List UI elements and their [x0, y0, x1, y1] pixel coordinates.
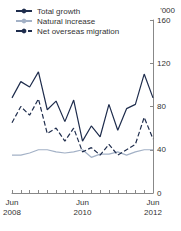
svg-text:Natural increase: Natural increase — [37, 17, 96, 26]
svg-text:Net overseas migration: Net overseas migration — [37, 27, 119, 36]
svg-text:40: 40 — [157, 145, 166, 154]
svg-text:Jun: Jun — [147, 198, 160, 207]
svg-text:2010: 2010 — [74, 208, 92, 217]
svg-text:2012: 2012 — [144, 208, 162, 217]
svg-text:160: 160 — [157, 16, 171, 25]
svg-text:0: 0 — [157, 189, 162, 198]
svg-text:'000: '000 — [160, 6, 175, 15]
svg-text:Jun: Jun — [76, 198, 89, 207]
svg-text:2008: 2008 — [3, 208, 21, 217]
svg-text:80: 80 — [157, 102, 166, 111]
svg-text:120: 120 — [157, 59, 171, 68]
svg-text:Total growth: Total growth — [37, 7, 80, 16]
svg-text:Jun: Jun — [6, 198, 19, 207]
